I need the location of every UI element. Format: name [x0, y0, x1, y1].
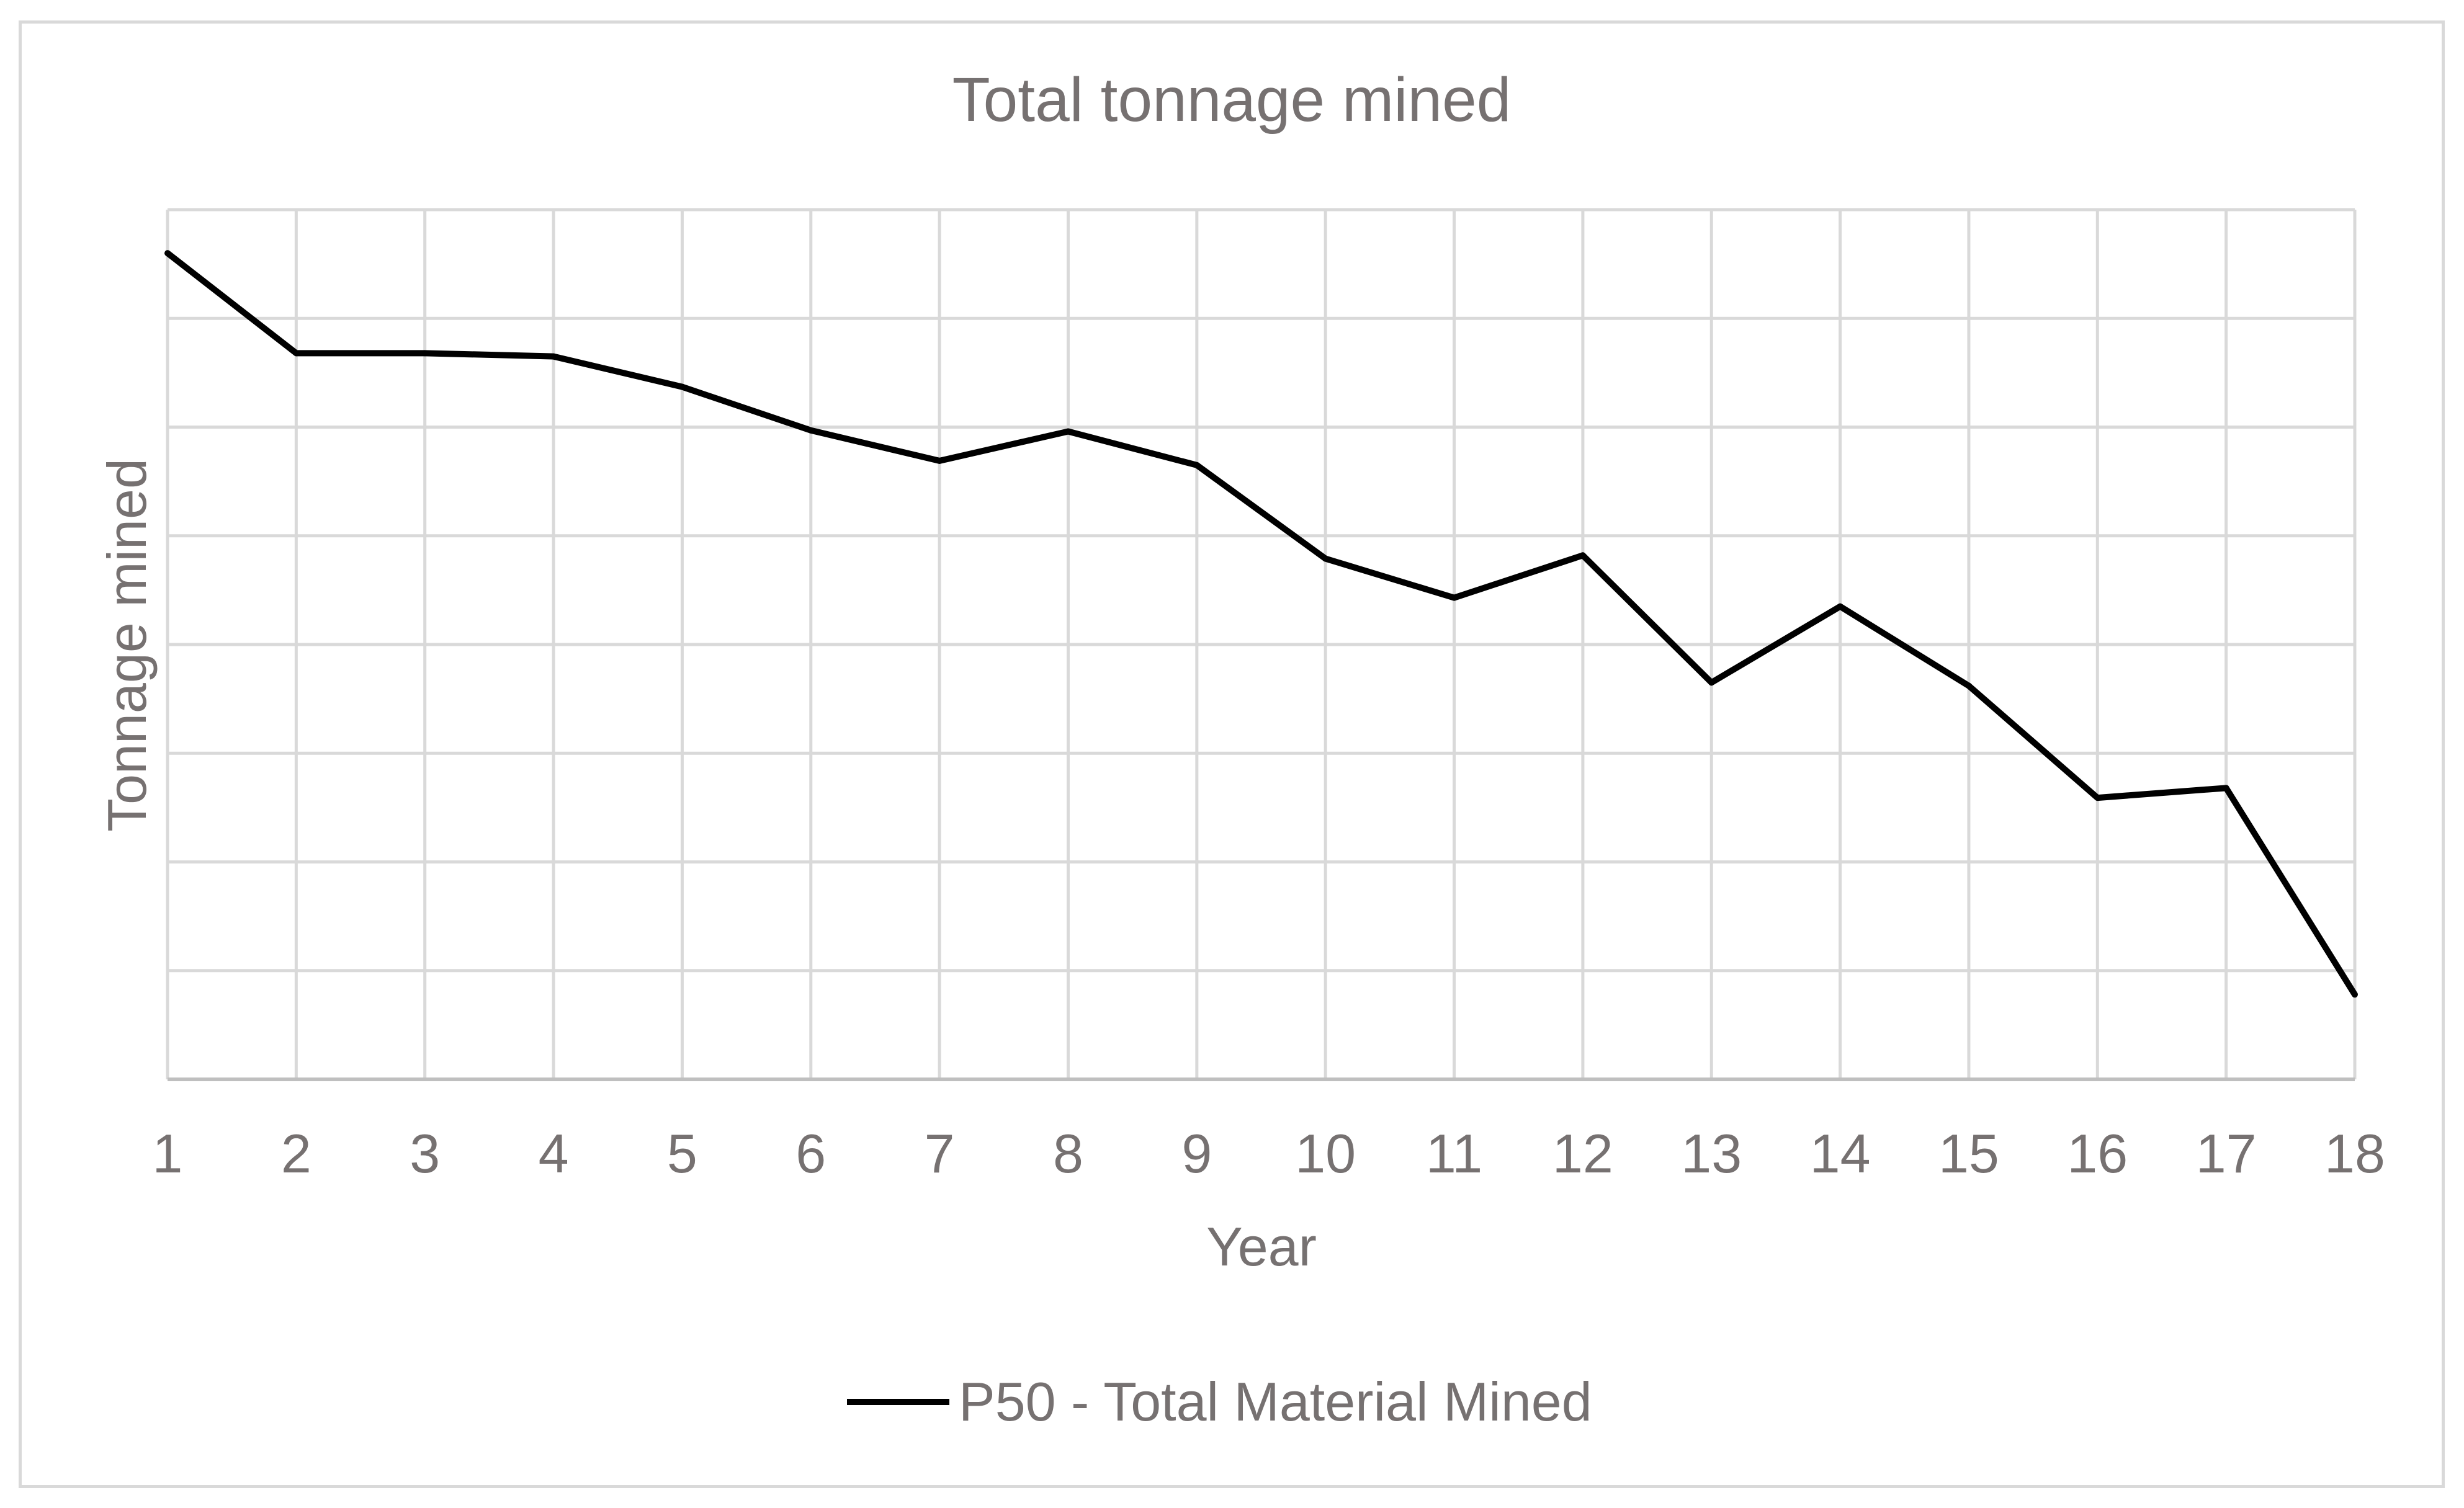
- y-axis-title: Tonnage mined: [96, 458, 158, 832]
- data-point: [1579, 552, 1586, 559]
- data-point: [2352, 991, 2358, 998]
- data-point: [2094, 795, 2101, 801]
- series-line: [165, 251, 2358, 996]
- data-point: [164, 250, 171, 257]
- x-tick-label: 14: [1810, 1123, 1871, 1184]
- x-tick-label: 7: [925, 1123, 955, 1184]
- data-point: [421, 350, 428, 357]
- data-point: [1708, 679, 1715, 686]
- x-tick-label: 18: [2324, 1123, 2385, 1184]
- x-tick-label: 2: [281, 1123, 311, 1184]
- legend: P50 - Total Material Mined: [847, 1371, 1592, 1432]
- data-point: [550, 353, 557, 360]
- x-tick-label: 4: [539, 1123, 569, 1184]
- data-point: [1065, 428, 1072, 435]
- x-tick-label: 12: [1552, 1123, 1613, 1184]
- data-point: [1965, 682, 1972, 689]
- x-tick-label: 15: [1938, 1123, 1999, 1184]
- data-point: [1837, 603, 1844, 610]
- series-layer: [164, 250, 2358, 998]
- data-point: [1451, 594, 1458, 601]
- grid: [166, 208, 2357, 1079]
- x-axis-title: Year: [1206, 1216, 1317, 1277]
- x-tick-label: 8: [1053, 1123, 1083, 1184]
- data-point: [936, 457, 943, 464]
- x-tick-label: 3: [410, 1123, 440, 1184]
- x-tick-label: 9: [1181, 1123, 1212, 1184]
- data-point: [679, 383, 686, 390]
- x-tick-labels: 1 2 3 4 5 6 7 8 9 10 11 12 13 14 15 16 17 18: [153, 1123, 2385, 1184]
- x-tick-label: 13: [1681, 1123, 1742, 1184]
- legend-label: P50 - Total Material Mined: [959, 1371, 1592, 1432]
- data-point: [293, 350, 300, 357]
- chart-title: Total tonnage mined: [952, 65, 1512, 135]
- x-tick-label: 6: [795, 1123, 826, 1184]
- x-tick-label: 10: [1295, 1123, 1356, 1184]
- x-tick-label: 1: [153, 1123, 183, 1184]
- x-tick-label: 17: [2196, 1123, 2257, 1184]
- data-point: [1193, 462, 1200, 468]
- data-point: [807, 427, 814, 434]
- x-tick-label: 16: [2067, 1123, 2128, 1184]
- x-tick-label: 11: [1426, 1123, 1482, 1184]
- x-tick-label: 5: [667, 1123, 697, 1184]
- data-point: [1322, 555, 1329, 562]
- data-point: [2223, 785, 2229, 792]
